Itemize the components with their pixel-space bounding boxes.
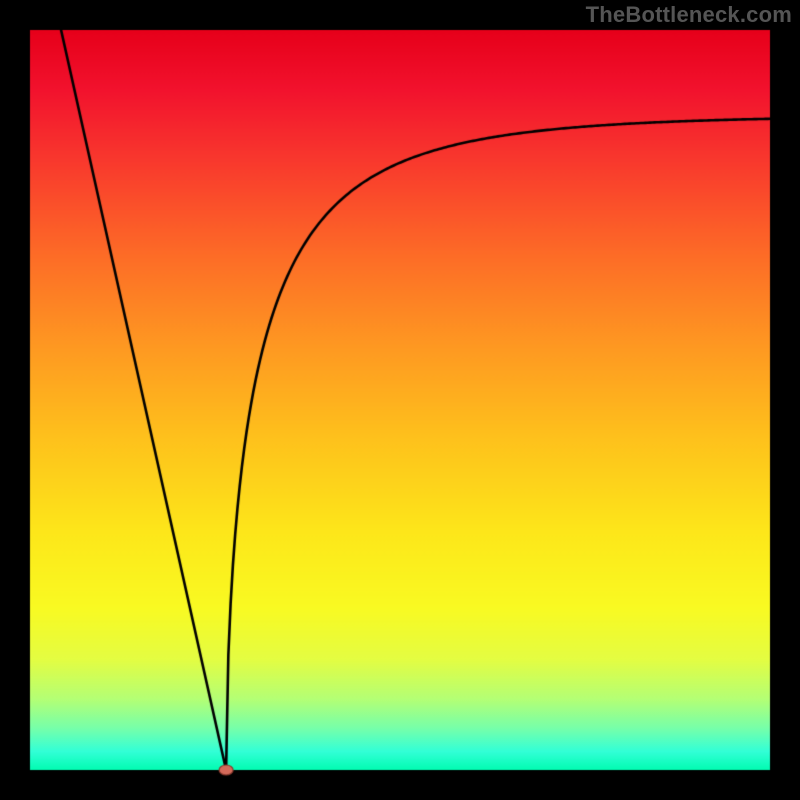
watermark-text: TheBottleneck.com	[586, 2, 792, 28]
chart-stage: TheBottleneck.com	[0, 0, 800, 800]
bottleneck-curve-canvas	[0, 0, 800, 800]
